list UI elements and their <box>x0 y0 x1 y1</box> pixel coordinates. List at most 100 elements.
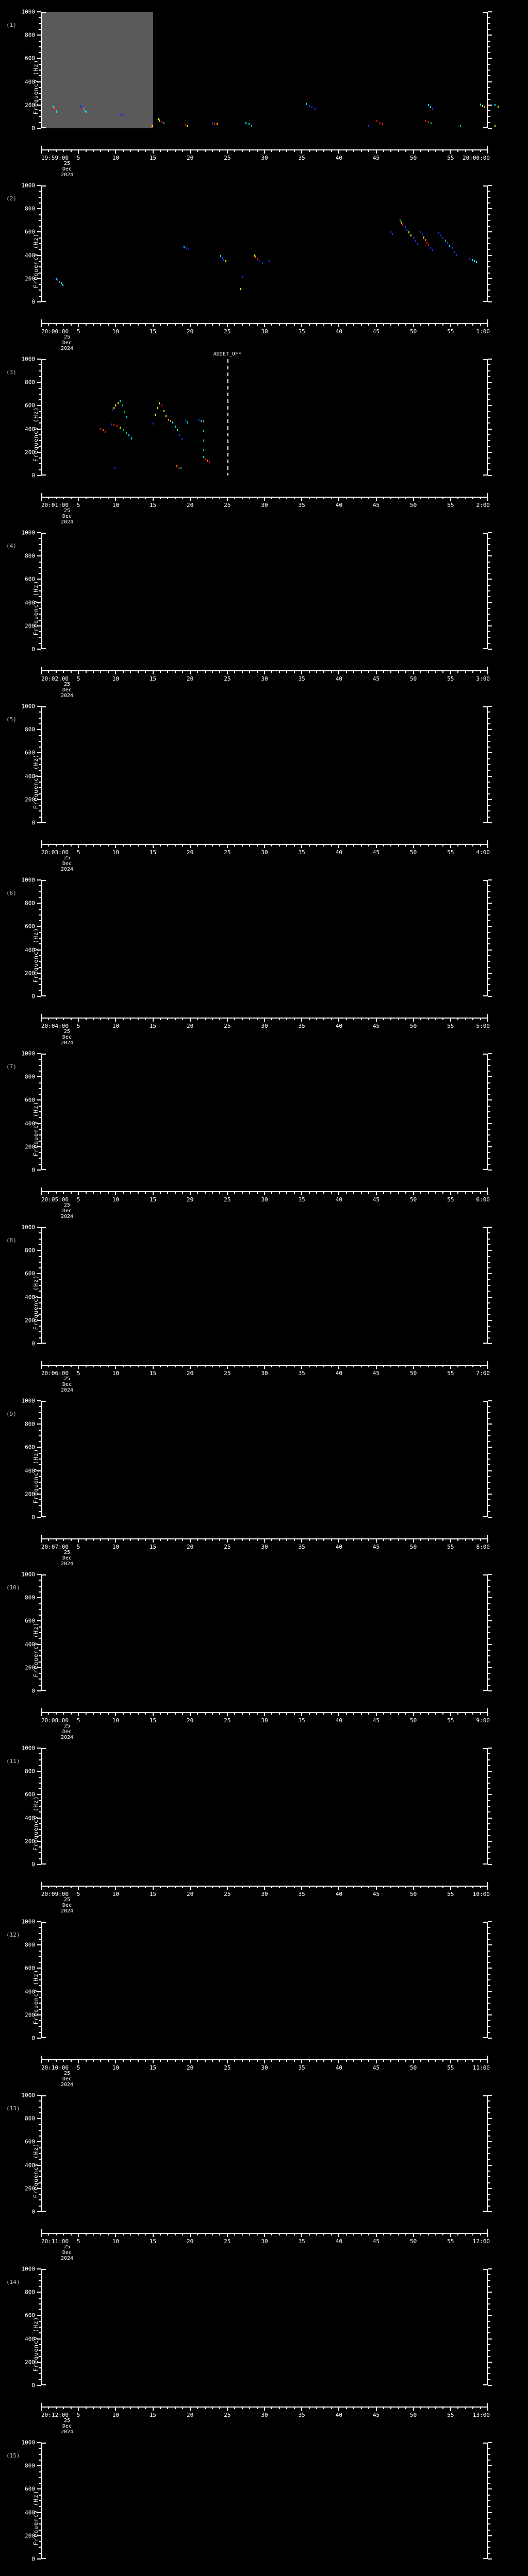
x-axis-tick <box>398 1191 399 1194</box>
plot-background <box>41 706 488 823</box>
x-axis-tick <box>390 1018 392 1020</box>
x-axis-end-cap <box>487 493 488 497</box>
y-axis-tick-label: 800 <box>25 2462 35 2469</box>
y-axis-tick <box>39 463 41 465</box>
y-axis-tick-right <box>488 278 492 279</box>
x-axis-tick <box>241 497 243 499</box>
y-axis-tick-label: 400 <box>25 252 35 259</box>
y-axis-tick <box>39 1059 41 1060</box>
y-axis-tick <box>39 1753 41 1755</box>
y-axis-tick-right <box>488 1829 490 1831</box>
detection-point <box>494 104 496 106</box>
x-axis-tick-label: 15 <box>149 2064 157 2071</box>
y-axis-tick <box>37 1794 41 1795</box>
axis-corner-cap <box>483 533 488 534</box>
x-axis-tick <box>457 844 459 846</box>
x-axis-tick-label: 10 <box>112 328 119 335</box>
y-axis-tick-label: 200 <box>25 796 35 803</box>
x-axis-tick <box>405 1886 407 1888</box>
x-axis-tick <box>85 670 87 673</box>
y-axis-tick <box>39 1158 41 1159</box>
detection-point <box>480 104 481 106</box>
y-axis-tick <box>39 266 41 268</box>
axis-corner-cap <box>483 1516 488 1517</box>
y-axis-tick-label: 400 <box>25 426 35 433</box>
y-axis-tick-label: 400 <box>25 2335 35 2343</box>
x-axis-tick <box>264 1191 265 1195</box>
y-axis-tick-right <box>488 255 492 256</box>
x-axis-end-cap <box>41 1188 42 1192</box>
y-axis-tick-right <box>488 237 490 239</box>
y-axis-tick <box>39 2136 41 2137</box>
x-axis-tick <box>145 323 146 326</box>
date-line: Dec <box>62 2424 72 2429</box>
x-axis-tick <box>345 1365 347 1367</box>
y-axis-tick <box>37 1748 41 1749</box>
y-axis-tick-right <box>488 1649 490 1651</box>
axis-corner-cap <box>483 474 488 476</box>
y-axis-tick-label: 0 <box>31 472 35 479</box>
y-axis-tick <box>37 1493 41 1495</box>
x-axis-tick <box>308 323 310 326</box>
x-axis-tick <box>450 2233 451 2237</box>
x-axis-tick-label: 30 <box>261 2064 268 2071</box>
x-axis-tick <box>435 1886 436 1888</box>
x-axis-tick <box>145 1018 146 1020</box>
x-axis-tick <box>331 2059 332 2062</box>
x-axis-tick <box>145 149 146 152</box>
y-axis-tick <box>37 2268 41 2269</box>
y-axis-tick-label: 800 <box>25 1594 35 1601</box>
x-axis-tick <box>286 149 288 152</box>
x-axis-start-label: 20:06:00 <box>41 1370 69 1377</box>
x-axis-end-label: 6:00 <box>476 1196 490 1203</box>
x-axis-tick <box>48 1886 50 1888</box>
x-axis-tick-label: 30 <box>261 328 268 335</box>
x-axis-tick <box>55 2059 57 2062</box>
x-axis-tick <box>293 670 295 673</box>
spectrogram-panel: (13) Frequency (Hz) 0 200 400 600 800 1000 20:11… <box>0 2083 528 2261</box>
y-axis-tick <box>39 1499 41 1501</box>
detection-point <box>100 428 102 430</box>
y-axis-tick-label: 0 <box>31 2208 35 2215</box>
x-axis-tick <box>226 2059 228 2063</box>
x-axis-tick-label: 25 <box>224 2238 231 2245</box>
x-axis-tick <box>93 1018 94 1020</box>
x-axis-tick <box>338 1538 340 1543</box>
detection-point <box>55 108 56 110</box>
x-axis-tick <box>308 844 310 846</box>
x-axis-tick <box>353 2233 355 2235</box>
detection-point <box>122 404 123 407</box>
x-axis-tick <box>211 1538 213 1541</box>
x-axis-tick <box>234 1886 236 1888</box>
y-axis-tick <box>37 2361 41 2363</box>
y-axis-tick-right <box>488 799 492 800</box>
y-axis-tick-right <box>488 1331 490 1333</box>
x-axis-tick <box>159 1365 161 1367</box>
detection-point <box>81 106 83 109</box>
axis-corner-cap <box>41 2211 46 2212</box>
y-axis-tick <box>39 1291 41 1292</box>
x-axis-tick <box>249 1712 251 1715</box>
x-axis-tick-label: 20 <box>187 675 194 682</box>
x-axis-tick-label: 55 <box>447 849 454 856</box>
x-axis-tick-label: 35 <box>298 2238 305 2245</box>
detection-point <box>432 249 434 251</box>
x-axis-tick <box>271 1365 273 1367</box>
x-axis-tick-label: 15 <box>149 849 157 856</box>
x-axis-tick <box>427 323 429 326</box>
y-axis-tick-right <box>488 822 492 823</box>
x-axis-tick <box>189 1191 191 1195</box>
axis-corner-cap <box>41 2384 46 2385</box>
date-line: Dec <box>62 340 72 346</box>
y-axis-tick-right <box>488 949 492 951</box>
x-axis-tick-label: 15 <box>149 155 157 161</box>
date-line: 25 <box>63 2244 71 2250</box>
x-axis-tick-label: 20 <box>187 1196 194 1203</box>
y-axis-tick-right <box>488 625 492 626</box>
y-axis-tick-right <box>488 1170 492 1171</box>
x-axis-tick <box>278 2406 280 2409</box>
x-axis-tick <box>323 670 325 673</box>
detection-point <box>170 419 172 422</box>
x-axis-tick <box>465 497 466 499</box>
panel-number: (10) <box>6 1584 20 1591</box>
